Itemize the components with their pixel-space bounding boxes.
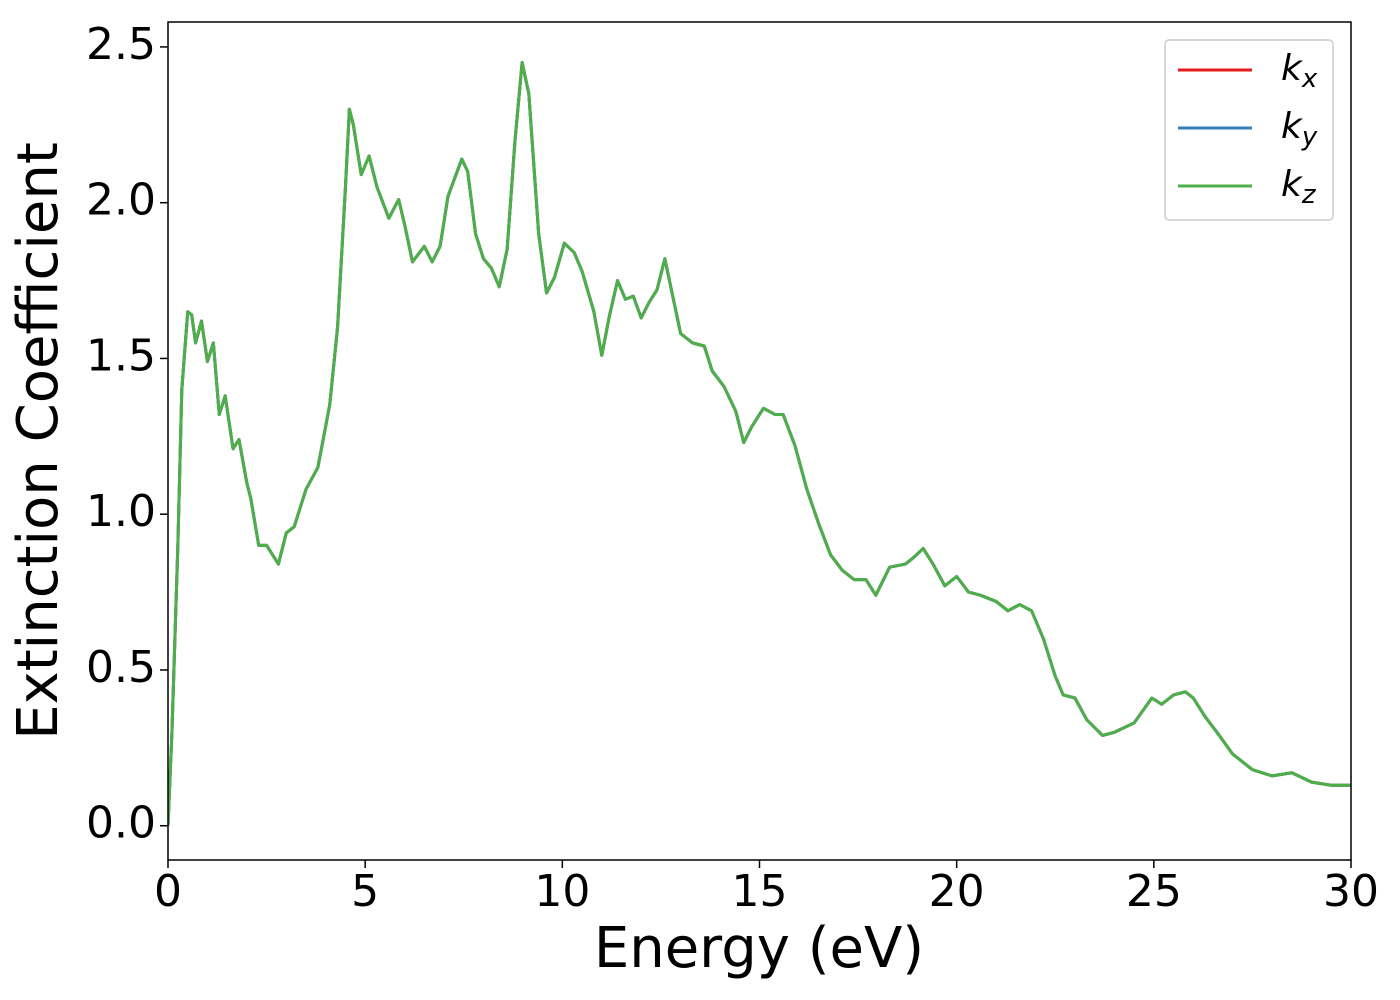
y-axis-label: Extinction Coefficient xyxy=(6,142,71,740)
legend-label: ky xyxy=(1281,106,1318,152)
x-tick-label: 20 xyxy=(929,866,985,917)
x-axis-label: Energy (eV) xyxy=(594,916,924,981)
legend-label: kx xyxy=(1281,48,1318,94)
data-line xyxy=(168,61,1351,826)
y-tick-label: 0.5 xyxy=(86,642,156,693)
x-tick-label: 25 xyxy=(1126,866,1182,917)
legend-label: kz xyxy=(1281,164,1317,210)
x-tick-label: 15 xyxy=(732,866,788,917)
y-tick-label: 2.0 xyxy=(86,175,156,226)
legend-box xyxy=(1164,39,1334,221)
y-tick-label: 1.5 xyxy=(86,330,156,381)
y-tick-label: 1.0 xyxy=(86,486,156,537)
y-tick-label: 0.0 xyxy=(86,798,156,849)
x-tick-label: 30 xyxy=(1323,866,1379,917)
plot-frame xyxy=(167,21,1352,861)
x-tick-label: 5 xyxy=(351,866,379,917)
x-tick-label: 0 xyxy=(154,866,182,917)
x-tick-label: 10 xyxy=(534,866,590,917)
y-tick-label: 2.5 xyxy=(86,19,156,70)
